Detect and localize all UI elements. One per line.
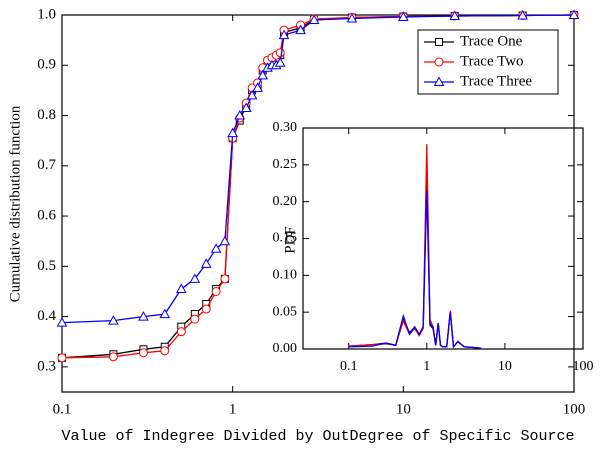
y-tick-label: 0.05: [273, 304, 298, 319]
y-tick-label: 0.6: [37, 208, 56, 224]
marker: [449, 10, 461, 21]
marker: [175, 283, 187, 293]
marker: [160, 346, 170, 356]
y-tick-label: 0.9: [37, 57, 56, 73]
y-tick-label: 0.10: [273, 268, 298, 283]
x-axis-label: Value of Indegree Divided by OutDegree o…: [61, 428, 574, 445]
y-axis-label: Cumulative distribution function: [7, 105, 23, 302]
marker: [201, 304, 211, 314]
marker: [240, 102, 252, 112]
marker: [295, 24, 306, 35]
y-tick-label: 0.4: [37, 308, 56, 324]
plot-frame: [302, 127, 584, 350]
marker: [220, 274, 230, 284]
series-line: [348, 190, 482, 349]
legend-label: Trace Three: [460, 73, 532, 89]
y-tick-label: 0.7: [37, 157, 56, 173]
marker: [278, 29, 290, 40]
marker: [568, 9, 580, 19]
marker: [200, 258, 212, 268]
x-tick-label: 100: [563, 401, 586, 417]
x-tick-label: 10: [498, 359, 512, 374]
x-tick-label: 1: [423, 359, 430, 374]
marker: [274, 57, 286, 67]
marker: [56, 317, 68, 327]
marker: [211, 286, 221, 296]
marker: [159, 308, 171, 319]
marker: [138, 348, 148, 358]
marker: [433, 76, 445, 86]
y-tick-label: 0.5: [37, 258, 56, 274]
marker: [252, 82, 263, 92]
x-tick-label: 100: [573, 359, 594, 374]
marker: [397, 11, 409, 22]
marker: [176, 327, 186, 337]
x-tick-label: 0.1: [340, 359, 358, 374]
legend-label: Trace One: [460, 33, 523, 49]
x-tick-label: 1: [229, 401, 237, 417]
plot-frame: [61, 14, 575, 393]
y-tick-label: 0.8: [37, 107, 56, 123]
marker: [234, 110, 246, 120]
marker: [346, 12, 358, 23]
y-tick-label: 1.0: [37, 6, 56, 22]
marker: [189, 273, 201, 283]
series-line: [348, 168, 482, 349]
y-tick-label: 0.00: [273, 341, 298, 356]
marker: [190, 314, 200, 324]
marker: [517, 9, 528, 20]
legend-label: Trace Two: [460, 53, 524, 69]
marker: [57, 353, 67, 363]
y-tick-label: 0.25: [273, 157, 298, 172]
marker: [138, 311, 149, 321]
marker: [275, 48, 285, 58]
y-tick-label: 0.30: [273, 120, 298, 135]
marker: [108, 352, 118, 362]
marker: [246, 89, 258, 100]
x-tick-label: 0.1: [53, 401, 72, 417]
y-tick-label: 0.20: [273, 194, 298, 209]
marker: [227, 127, 239, 138]
marker: [435, 38, 443, 46]
marker: [210, 243, 222, 253]
inset-y-axis-label: PDF: [282, 226, 298, 254]
marker: [434, 57, 444, 67]
y-tick-label: 0.15: [273, 231, 298, 246]
marker: [308, 14, 320, 25]
marker: [219, 235, 231, 246]
marker: [108, 315, 119, 325]
series-line: [348, 144, 482, 349]
x-tick-label: 10: [396, 401, 411, 417]
y-tick-label: 0.3: [37, 358, 56, 374]
marker: [257, 69, 269, 80]
